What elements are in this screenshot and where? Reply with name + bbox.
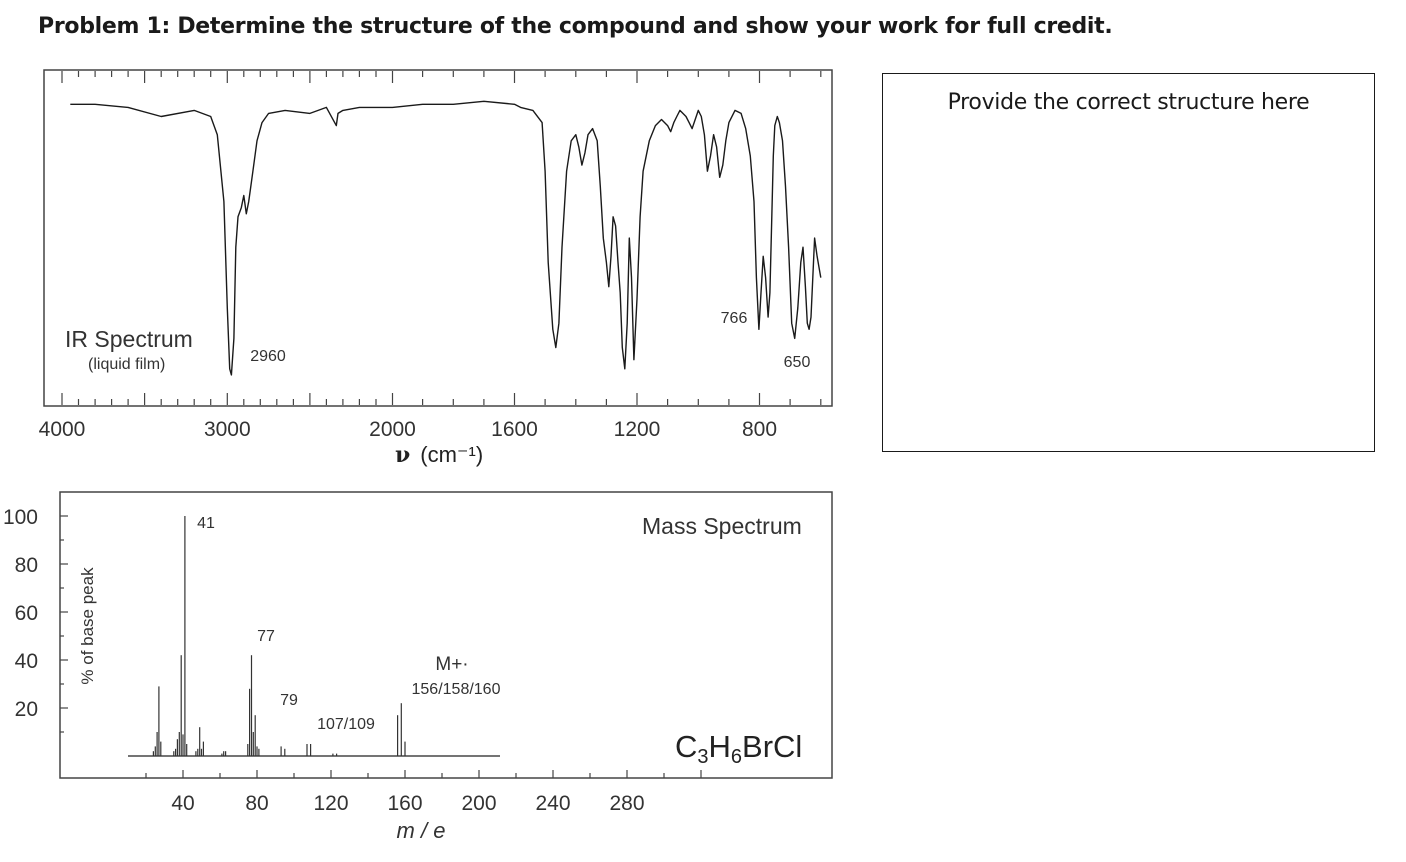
- ms-peak-label: 156/158/160: [412, 681, 501, 698]
- ms-x-tick-label: 160: [387, 792, 422, 815]
- ms-x-tick-label: 240: [535, 792, 570, 815]
- ms-x-tick-label: 80: [245, 792, 268, 815]
- ir-peak-label: 650: [784, 354, 811, 371]
- ms-ticks: [60, 515, 702, 778]
- answer-box-label: Provide the correct structure here: [947, 90, 1310, 115]
- ms-annotations: 41 77 79 107/109 M+· 156/158/160: [197, 515, 500, 733]
- ms-y-tick-label: 100: [3, 506, 38, 529]
- ms-peaks: [152, 516, 406, 756]
- ms-formula: C3H6BrCl: [675, 729, 802, 768]
- structure-answer-box[interactable]: Provide the correct structure here: [882, 73, 1375, 452]
- ms-chart: 20 40 60 80 100 40 80 120 160 200 240 280 41 77 79 10…: [3, 491, 833, 843]
- ms-x-tick-label: 120: [313, 792, 348, 815]
- ms-peak-label: 79: [280, 692, 298, 709]
- ir-peak-label: 2960: [250, 348, 286, 365]
- ir-peak-label: 766: [721, 310, 748, 327]
- ir-x-tick-label: 1600: [491, 418, 538, 441]
- ir-annotations: 2960 766 650: [250, 310, 810, 371]
- ir-spectrum-trace: [70, 100, 822, 376]
- ms-plot-frame: [59, 491, 833, 779]
- ms-y-axis-label: % of base peak: [78, 567, 97, 685]
- ms-y-tick-label: 80: [15, 554, 38, 577]
- ir-x-tick-label: 4000: [39, 418, 86, 441]
- ms-y-tick-label: 60: [15, 602, 38, 625]
- ms-peak-label: 77: [257, 628, 275, 645]
- ir-x-axis-label: ν (cm⁻¹): [395, 442, 483, 468]
- ir-x-tick-label: 3000: [204, 418, 251, 441]
- ms-x-tick-labels: 40 80 120 160 200 240 280: [171, 792, 644, 815]
- ms-peak-label: M+·: [435, 654, 468, 675]
- ms-y-tick-labels: 20 40 60 80 100: [3, 506, 38, 721]
- ms-peak-label: 41: [197, 515, 215, 532]
- problem-title: Problem 1: Determine the structure of th…: [38, 14, 1113, 39]
- ms-peak-label: 107/109: [317, 716, 375, 733]
- ir-x-tick-labels: 4000 3000 2000 1600 1200 800: [39, 418, 777, 441]
- ms-x-tick-label: 40: [171, 792, 194, 815]
- ir-chart: IR Spectrum (liquid film) 2960 766 650 400…: [39, 69, 833, 468]
- ir-ticks: [61, 71, 822, 405]
- ms-y-tick-label: 20: [15, 698, 38, 721]
- ir-title: IR Spectrum: [65, 326, 193, 352]
- ms-x-axis-label: m / e: [397, 818, 446, 843]
- ms-x-tick-label: 200: [461, 792, 496, 815]
- ms-title: Mass Spectrum: [642, 513, 802, 539]
- ir-plot-frame: [43, 69, 833, 407]
- ms-y-tick-label: 40: [15, 650, 38, 673]
- ir-x-tick-label: 1200: [614, 418, 661, 441]
- ms-x-tick-label: 280: [609, 792, 644, 815]
- ir-subtitle: (liquid film): [88, 356, 165, 373]
- ir-x-tick-label: 800: [742, 418, 777, 441]
- ir-x-tick-label: 2000: [369, 418, 416, 441]
